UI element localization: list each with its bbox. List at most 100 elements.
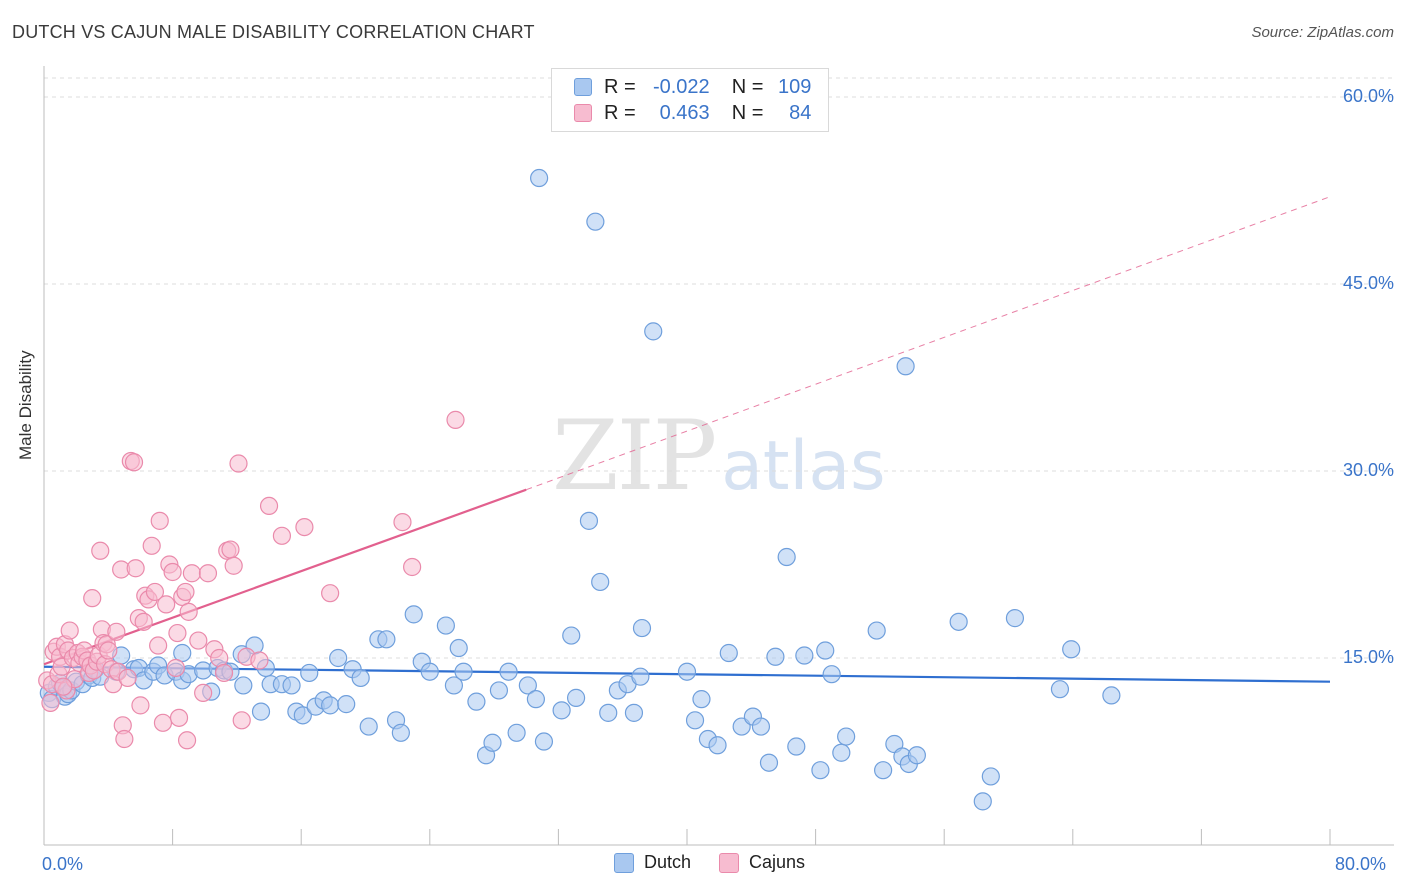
dutch-point xyxy=(1005,609,1025,628)
dutch-point xyxy=(759,753,779,772)
dutch-point xyxy=(534,732,554,751)
cajuns-point xyxy=(224,556,243,575)
dutch-point xyxy=(586,212,605,231)
chart-title: DUTCH VS CAJUN MALE DISABILITY CORRELATI… xyxy=(12,22,535,42)
dutch-point xyxy=(579,511,599,530)
dutch-point xyxy=(1102,686,1121,705)
cajuns-trend-extension xyxy=(526,196,1331,491)
axes xyxy=(43,66,1394,846)
dutch-point xyxy=(644,322,663,341)
n-label: N = xyxy=(731,101,764,124)
cajuns-r-value: 0.463 xyxy=(659,101,710,124)
cajuns-point xyxy=(272,526,292,545)
dutch-r-value: -0.022 xyxy=(652,75,710,98)
dutch-point xyxy=(787,737,806,756)
n-label: N = xyxy=(731,75,764,98)
source-label: Source: ZipAtlas.com xyxy=(1251,24,1394,41)
dutch-point xyxy=(282,676,301,695)
dutch-point xyxy=(981,767,1000,786)
dutch-point xyxy=(321,696,340,715)
dutch-point xyxy=(300,663,319,683)
x-tick-label-min: 0.0% xyxy=(42,854,84,874)
dutch-point xyxy=(552,701,571,720)
series-dutch xyxy=(39,168,1121,811)
dutch-point xyxy=(832,743,851,762)
dutch-point xyxy=(530,168,549,188)
cajuns-swatch xyxy=(574,104,592,122)
y-tick-label: 30.0% xyxy=(1342,460,1394,480)
y-tick-label: 15.0% xyxy=(1342,647,1394,667)
cajuns-point xyxy=(393,513,412,532)
cajuns-point xyxy=(153,713,173,732)
legend-row-cajuns: R = 0.463 N = 84 xyxy=(574,101,811,125)
y-tick-label: 60.0% xyxy=(1342,86,1394,106)
dutch-point xyxy=(867,621,886,640)
cajuns-point xyxy=(60,621,79,640)
legend-item-dutch[interactable]: Dutch xyxy=(614,852,691,873)
cajuns-point xyxy=(131,696,150,715)
watermark-zip: ZIP xyxy=(552,400,717,512)
dutch-point xyxy=(874,761,893,780)
legend-row-dutch: R = -0.022 N = 109 xyxy=(574,75,811,99)
dutch-point xyxy=(467,692,486,711)
dutch-point xyxy=(391,723,410,742)
cajuns-point xyxy=(232,711,251,730)
dutch-point xyxy=(719,643,738,663)
r-label: R = xyxy=(604,75,636,98)
dutch-point xyxy=(949,612,968,631)
cajuns-point xyxy=(176,582,195,602)
cajuns-point xyxy=(198,564,218,583)
correlation-legend: R = -0.022 N = 109 R = 0.463 N = 84 xyxy=(551,68,829,132)
dutch-point xyxy=(1062,640,1081,659)
zipatlas-watermark: ZIPatlas xyxy=(552,400,886,512)
cajuns-point xyxy=(145,582,165,602)
legend-item-cajuns[interactable]: Cajuns xyxy=(719,852,805,873)
cajuns-point xyxy=(446,410,465,429)
cajuns-point xyxy=(163,562,182,582)
watermark-atlas: atlas xyxy=(721,427,886,506)
cajuns-legend-label: Cajuns xyxy=(749,852,806,872)
dutch-point xyxy=(444,676,464,695)
series-cajuns xyxy=(38,410,465,750)
dutch-point xyxy=(293,706,312,725)
dutch-point xyxy=(631,667,650,686)
dutch-legend-swatch xyxy=(614,852,634,873)
cajuns-point xyxy=(221,540,240,559)
cajuns-point xyxy=(99,641,118,660)
cajuns-point xyxy=(124,453,144,472)
grid-lines xyxy=(44,77,1394,659)
dutch-point xyxy=(507,723,526,742)
cajuns-n-value: 84 xyxy=(789,101,812,124)
cajuns-point xyxy=(229,454,248,473)
dutch-point xyxy=(973,792,992,811)
cajuns-point xyxy=(403,557,422,577)
dutch-point xyxy=(518,676,537,695)
cajuns-point xyxy=(321,584,340,603)
y-tick-label: 45.0% xyxy=(1342,273,1394,293)
dutch-point xyxy=(499,662,518,681)
dutch-point xyxy=(822,665,841,684)
cajuns-point xyxy=(83,589,102,608)
cajuns-point xyxy=(142,536,161,555)
dutch-point xyxy=(173,643,192,663)
dutch-point xyxy=(337,695,356,714)
dutch-point xyxy=(591,572,610,592)
cajuns-point xyxy=(250,651,269,670)
dutch-point xyxy=(351,668,370,688)
y-axis-label: Male Disability xyxy=(16,350,35,460)
dutch-point xyxy=(751,717,771,736)
dutch-point xyxy=(816,641,835,660)
cajuns-point xyxy=(41,693,60,712)
cajuns-point xyxy=(118,668,137,688)
dutch-point xyxy=(526,690,545,709)
cajuns-point xyxy=(169,708,189,727)
cajuns-point xyxy=(189,631,208,650)
dutch-point xyxy=(677,662,697,681)
dutch-point xyxy=(489,681,509,700)
cajuns-point xyxy=(126,559,145,578)
cajuns-point xyxy=(182,564,201,583)
cajuns-point xyxy=(107,622,126,641)
dutch-point xyxy=(795,646,814,665)
dutch-point xyxy=(377,630,396,649)
